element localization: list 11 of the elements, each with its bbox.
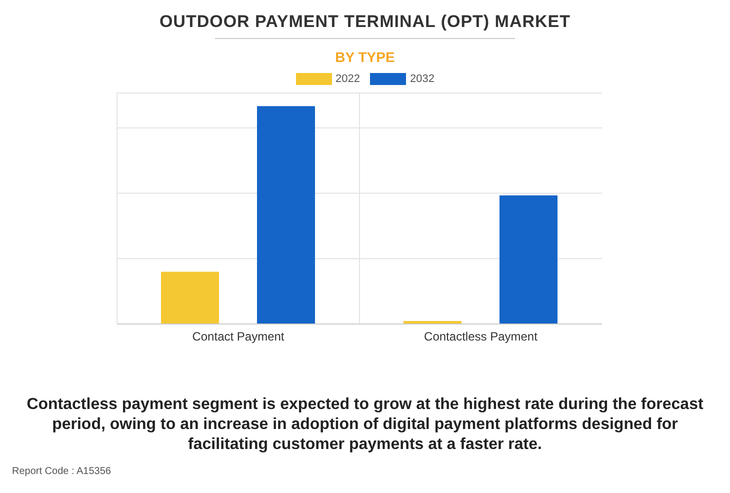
x-tick-label: Contact Payment bbox=[192, 330, 285, 344]
text: Contactless payment segment is expected to grow at the highest rate during the forecast period, owing to an increase in adoption of digital payment platforms designed for facilitating customer payments at a faster rate. bbox=[26, 395, 704, 455]
legend-label: 2032 bbox=[409, 73, 434, 85]
chart-title: OUTDOOR PAYMENT TERMINAL (OPT) MARKET bbox=[158, 12, 572, 32]
bar bbox=[161, 272, 219, 324]
x-tick-label: Contactless Payment bbox=[424, 330, 538, 344]
bar bbox=[500, 195, 558, 324]
legend-label: 2022 bbox=[334, 73, 360, 85]
chart-subtitle: BY TYPE bbox=[334, 49, 396, 65]
bar bbox=[257, 106, 315, 324]
text: Report Code : A15356 bbox=[12, 466, 111, 477]
